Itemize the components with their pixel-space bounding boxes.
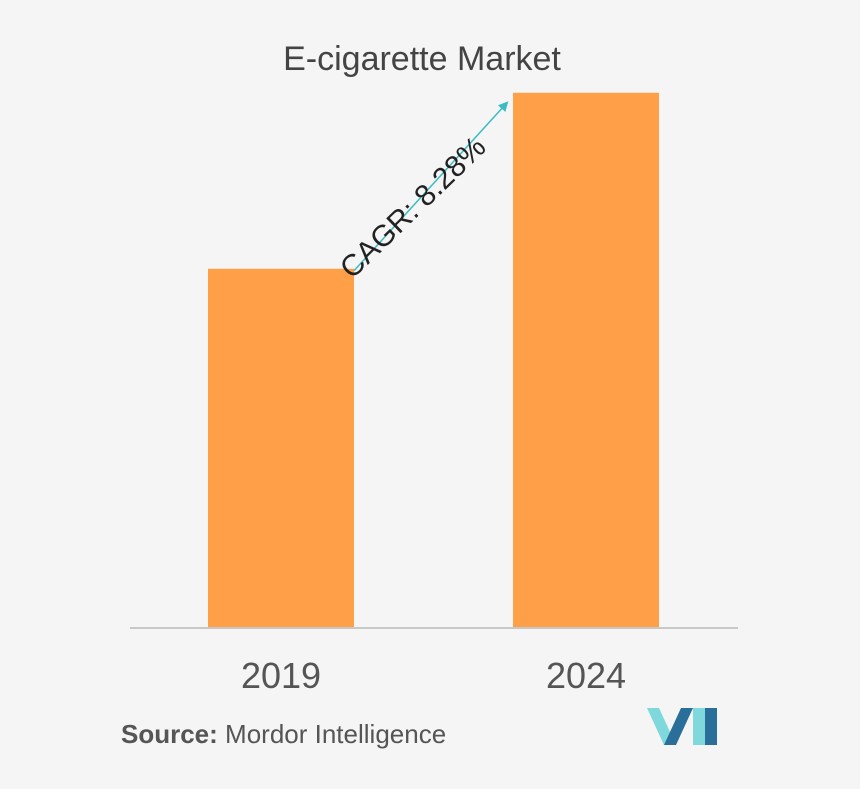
x-tick-label-2019: 2019: [241, 655, 321, 696]
source-text: Source: Mordor Intelligence: [121, 719, 446, 749]
x-tick-label-2024: 2024: [546, 655, 626, 696]
cagr-annotation: CAGR: 8.28%: [334, 130, 492, 285]
chart-title: E-cigarette Market: [283, 40, 561, 78]
bar-2019: [208, 268, 354, 628]
cagr-arrow: [353, 101, 509, 272]
bars: [208, 92, 659, 629]
source-name: Mordor Intelligence: [225, 719, 446, 749]
x-ticks: 2019 2024: [241, 655, 626, 696]
bar-2024: [513, 92, 659, 629]
mordor-intelligence-logo-icon: [647, 708, 717, 745]
source-label: Source:: [121, 719, 218, 749]
